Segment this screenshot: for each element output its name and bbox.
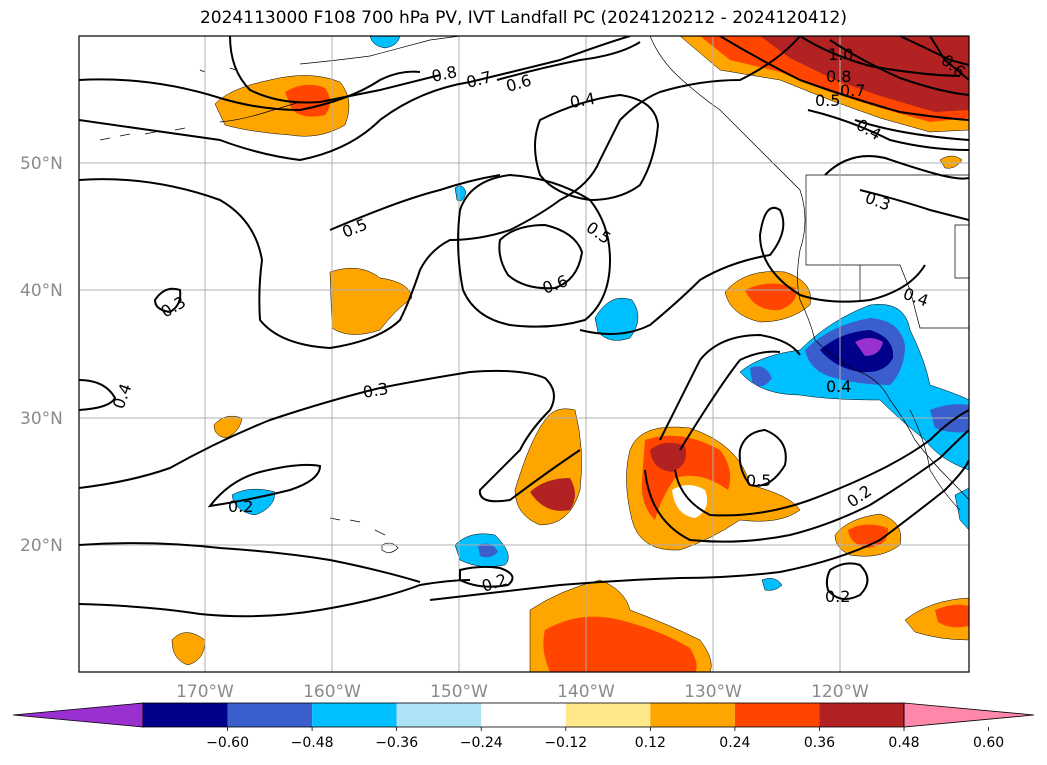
colorbar-tick-label: −0.36: [375, 735, 418, 751]
colorbar-swatch: [819, 703, 904, 727]
contour-label: 0.5: [746, 471, 771, 490]
lat-label-20n: 20°N: [20, 536, 63, 556]
colorbar: −0.60 −0.48 −0.36 −0.24 −0.12 0.12 0.24 0.36 0.4…: [12, 702, 1035, 751]
colorbar-tick-label: 0.36: [804, 735, 835, 751]
colorbar-swatch: [650, 703, 735, 727]
graticule: [79, 36, 969, 672]
lon-label-140w: 140°W: [557, 682, 615, 702]
contour-label: 0.7: [840, 81, 865, 100]
contour-label: 0.4: [568, 89, 596, 112]
lat-label-30n: 30°N: [20, 409, 63, 429]
colorbar-swatch: [227, 703, 313, 727]
lon-label-170w: 170°W: [176, 682, 234, 702]
colorbar-tick-label: −0.60: [206, 735, 249, 751]
colorbar-frame: [142, 702, 905, 728]
colorbar-extend-low: [12, 702, 144, 728]
colorbar-swatch: [396, 703, 482, 727]
map-title: 2024113000 F108 700 hPa PV, IVT Landfall…: [199, 8, 847, 28]
colorbar-tick-label: 0.48: [888, 735, 919, 751]
lat-label-50n: 50°N: [20, 154, 63, 174]
colorbar-tick-label: −0.24: [460, 735, 503, 751]
contour-label: 0.3: [361, 379, 389, 402]
latitude-labels: 50°N 40°N 30°N 20°N: [20, 154, 63, 556]
colorbar-swatch: [143, 703, 228, 727]
contour-label: 1.0: [828, 45, 853, 64]
colorbar-swatch: [312, 703, 397, 727]
longitude-labels: 170°W 160°W 150°W 140°W 130°W 120°W: [176, 682, 869, 702]
map-frame: [78, 35, 970, 673]
colorbar-tick-label: 0.24: [719, 735, 750, 751]
contour-label: 0.8: [826, 67, 851, 86]
lon-label-120w: 120°W: [811, 682, 869, 702]
colorbar-tick-label: 0.60: [973, 735, 1004, 751]
map-plot-area: 1.0 0.8 0.7 0.6 0.5 0.4 0.8 0.7 0.6 0.4 …: [79, 36, 969, 672]
colorbar-tick-label: −0.48: [291, 735, 334, 751]
lon-label-160w: 160°W: [303, 682, 361, 702]
colorbar-swatch: [734, 703, 820, 727]
lon-label-150w: 150°W: [430, 682, 488, 702]
contour-label: 0.8: [430, 62, 459, 86]
colorbar-extend-high: [903, 702, 1035, 728]
colorbar-tick-label: −0.12: [544, 735, 587, 751]
lat-label-40n: 40°N: [20, 281, 63, 301]
colorbar-swatch: [565, 703, 651, 727]
contour-label: 0.2: [825, 587, 850, 606]
pv-contours: [79, 36, 969, 618]
colorbar-tick-label: 0.12: [635, 735, 666, 751]
contour-label: 0.4: [826, 377, 851, 396]
colorbar-swatch: [481, 703, 566, 727]
shaded-anomalies: [171, 36, 969, 672]
lon-label-130w: 130°W: [684, 682, 742, 702]
contour-label: 0.5: [815, 91, 840, 110]
contour-label: 0.2: [228, 497, 253, 516]
coastlines: [99, 36, 969, 553]
